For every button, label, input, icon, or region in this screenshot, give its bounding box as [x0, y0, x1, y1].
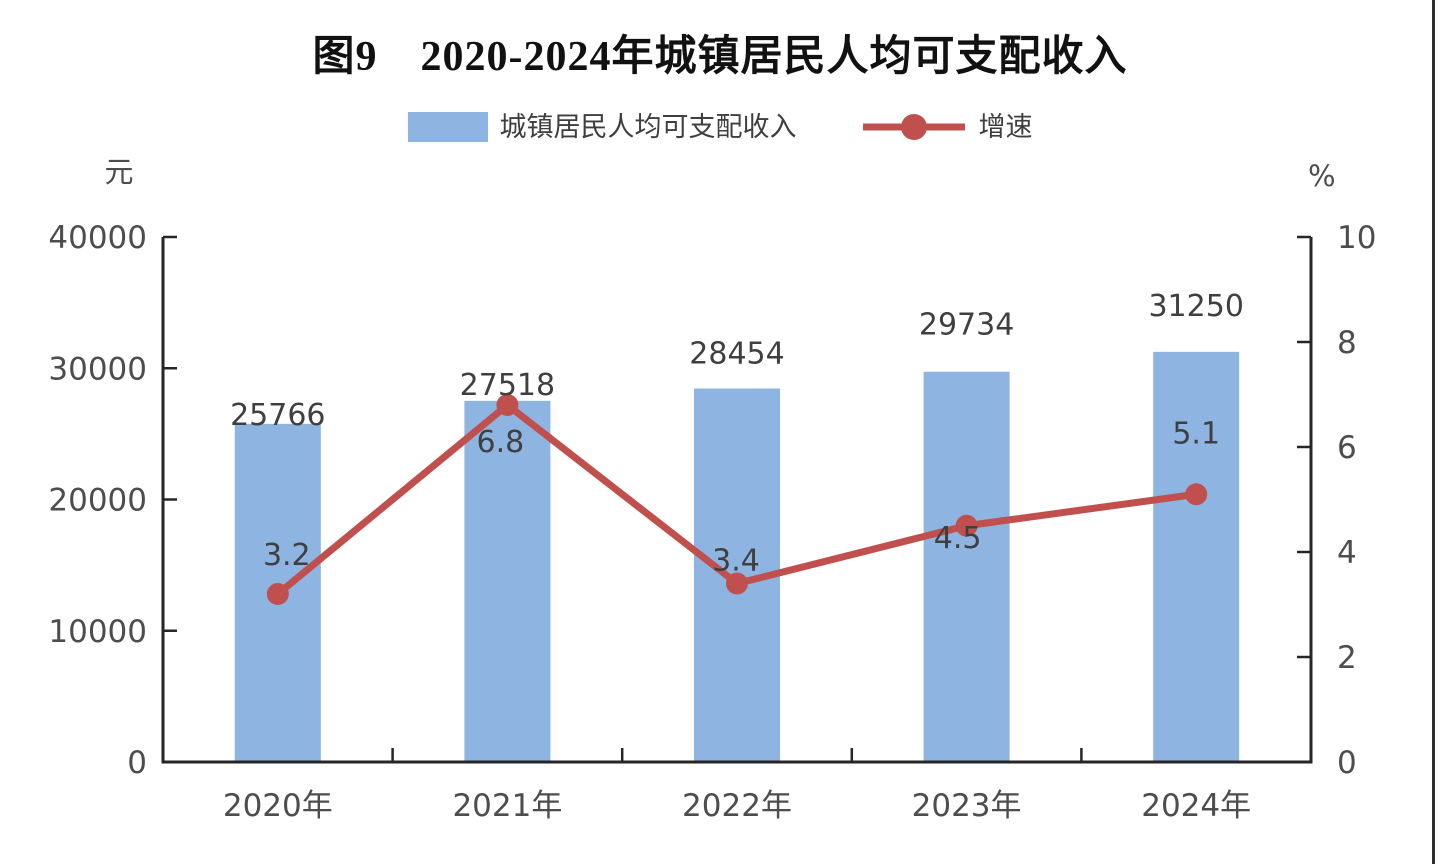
growth-marker-2023年 — [955, 514, 978, 537]
growth-marker-2021年 — [496, 394, 519, 416]
right-axis-tick-label-8: 8 — [1337, 325, 1357, 361]
growth-value-label-3.2: 3.2 — [263, 538, 311, 573]
left-axis-unit-label: 元 — [104, 155, 134, 189]
legend-label-growth: 增速 — [978, 111, 1033, 143]
growth-marker-2020年 — [266, 583, 289, 605]
growth-value-label-3.4: 3.4 — [712, 544, 760, 579]
left-axis-tick-label-40000: 40000 — [48, 220, 147, 256]
growth-marker-2022年 — [726, 572, 748, 595]
left-axis-tick-label-30000: 30000 — [48, 351, 147, 387]
growth-series-line-marker-icon — [862, 114, 965, 140]
legend-item-growth: 增速 — [861, 112, 1033, 142]
x-axis-category-label-2024年: 2024年 — [1141, 788, 1251, 824]
left-axis-tick-label-20000: 20000 — [48, 483, 147, 519]
bar-value-label-27518: 27518 — [460, 368, 555, 403]
bar-2023年 — [923, 371, 1010, 762]
right-axis-tick-label-0: 0 — [1337, 745, 1357, 781]
bar-value-label-25766: 25766 — [230, 398, 325, 433]
right-axis-tick-label-10: 10 — [1337, 220, 1376, 256]
page-right-edge-line — [1432, 0, 1435, 864]
income-series-swatch-icon — [407, 112, 488, 142]
right-axis-unit-label: % — [1308, 159, 1336, 193]
growth-marker-2024年 — [1185, 483, 1208, 506]
legend-label-income: 城镇居民人均可支配收入 — [499, 111, 797, 143]
growth-value-label-4.5: 4.5 — [934, 521, 982, 556]
bar-2021年 — [464, 400, 551, 762]
growth-value-label-6.8: 6.8 — [477, 425, 525, 460]
bar-2024年 — [1153, 351, 1240, 762]
chart-title: 图9 2020-2024年城镇居民人均可支配收入 — [312, 34, 1128, 80]
right-axis-tick-label-2: 2 — [1337, 640, 1357, 676]
chart-legend: 城镇居民人均可支配收入 增速 — [0, 112, 1440, 142]
x-axis-category-label-2021年: 2021年 — [452, 788, 562, 824]
x-axis-category-label-2020年: 2020年 — [223, 788, 333, 824]
bar-value-label-29734: 29734 — [919, 308, 1014, 343]
legend-item-income: 城镇居民人均可支配收入 — [407, 111, 797, 143]
x-axis-category-label-2023年: 2023年 — [912, 788, 1022, 824]
bar-value-label-28454: 28454 — [689, 337, 784, 372]
right-axis-tick-label-6: 6 — [1337, 430, 1357, 466]
bar-value-label-31250: 31250 — [1148, 289, 1243, 324]
left-axis-tick-label-0: 0 — [127, 745, 147, 781]
left-axis-tick-label-10000: 10000 — [48, 614, 147, 650]
x-axis-category-label-2022年: 2022年 — [682, 788, 792, 824]
growth-value-label-5.1: 5.1 — [1172, 416, 1220, 451]
right-axis-tick-label-4: 4 — [1337, 535, 1357, 571]
